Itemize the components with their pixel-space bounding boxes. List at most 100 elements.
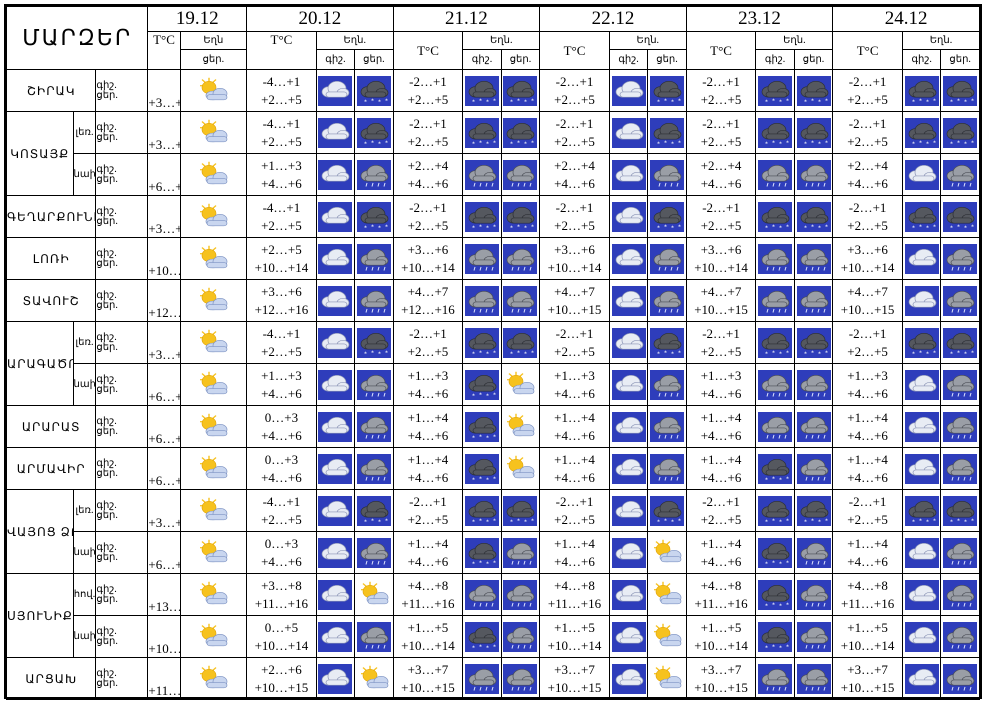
svg-text:*: *: [926, 519, 929, 525]
svg-text:*: *: [510, 225, 513, 231]
rain-cloud-icon: [755, 279, 795, 322]
snow-cloud-icon: * * * *: [647, 111, 687, 154]
cloud-icon: [608, 405, 649, 448]
snow-cloud-icon: * * * *: [793, 69, 834, 112]
day-subheader: ցեր.: [940, 49, 980, 70]
sun-cloud-icon: [179, 489, 248, 532]
day-temp: +12…+16: [254, 301, 309, 317]
cloud-icon: [901, 531, 942, 574]
night-label: գիշ.: [96, 79, 117, 91]
svg-text:*: *: [385, 350, 388, 356]
snow-cloud-icon: * * * *: [755, 111, 795, 154]
day-temp: +4…+6: [847, 175, 888, 191]
night-temp: -2…+1: [848, 199, 887, 215]
day-temp: +2…+5: [261, 217, 302, 233]
svg-text:*: *: [479, 644, 482, 650]
forecast-sheet: ՄԱՐԶԵՐ 19.12 20.12 21.12 22.12 23.12 24.…: [4, 4, 982, 700]
svg-text:*: *: [964, 519, 967, 525]
svg-text:*: *: [671, 141, 674, 147]
snow-cloud-icon: * * * *: [755, 531, 795, 574]
temp-range: -4…+1 +2…+5: [246, 195, 317, 238]
night-temp: +1…+4: [407, 409, 449, 425]
day-temp: +2…+5: [261, 91, 302, 107]
cloud-icon: [315, 615, 356, 658]
day-temp: +2…+5: [554, 91, 595, 107]
rain-cloud-icon: [647, 447, 687, 490]
day-temp: +10…+14: [840, 259, 895, 275]
temp-range: -2…+1 +2…+5: [685, 489, 757, 532]
svg-text:*: *: [517, 224, 520, 230]
svg-text:*: *: [657, 141, 660, 147]
svg-text:*: *: [364, 99, 367, 105]
rain-cloud-icon: [462, 279, 502, 322]
svg-text:*: *: [671, 225, 674, 231]
svg-text:*: *: [933, 224, 936, 230]
svg-text:*: *: [971, 140, 974, 146]
rain-cloud-icon: [940, 531, 980, 574]
temp-range: +3…+7 +10…+15: [539, 657, 610, 700]
day-temp: +11…+16: [547, 595, 602, 611]
day-temp: +2…+5: [847, 133, 888, 149]
svg-text:*: *: [779, 99, 782, 105]
night-temp: +3…+6: [261, 283, 302, 299]
snow-cloud-icon: * * * *: [755, 447, 795, 490]
night-temp: 0…+3: [264, 451, 299, 467]
night-label: գիշ.: [96, 499, 117, 511]
day-temp: +4…+6: [261, 385, 302, 401]
snow-cloud-icon: * * * *: [647, 195, 687, 238]
day-temp: +2…+5: [700, 511, 742, 527]
svg-text:*: *: [385, 518, 388, 524]
rain-cloud-icon: [500, 531, 541, 574]
temp-range: +1…+4 +4…+6: [392, 447, 464, 490]
sun-cloud-icon: [179, 195, 248, 238]
svg-text:*: *: [933, 518, 936, 524]
cloud-icon: [608, 153, 649, 196]
temp-range: +3…+8 +11…+16: [246, 573, 317, 616]
cloud-icon: [315, 657, 356, 700]
snow-cloud-icon: * * * *: [940, 489, 980, 532]
night-temp: +1…+4: [554, 535, 595, 551]
night-temp: +4…+7: [700, 283, 742, 299]
svg-text:*: *: [493, 98, 496, 104]
svg-text:*: *: [779, 645, 782, 651]
svg-text:*: *: [486, 435, 489, 441]
rain-cloud-icon: [793, 447, 834, 490]
temp-range: +1…+4 +4…+6: [685, 447, 757, 490]
temp-range: +1…+3 +4…+6: [246, 363, 317, 406]
night-temp: +3…+8: [261, 577, 302, 593]
day-temp: +11…+16: [401, 595, 455, 611]
region-row: ԳԵՂԱՐՔՈՒՆԻՔգիշ.ցեր.+3…+6-4…+1+2…+5****-2…: [5, 195, 980, 238]
temp-19: +3…+6: [147, 321, 181, 364]
snow-cloud-icon: * * * *: [793, 195, 834, 238]
svg-text:*: *: [664, 98, 667, 104]
day-temp: +4…+6: [407, 553, 449, 569]
svg-text:*: *: [779, 561, 782, 567]
svg-text:*: *: [378, 225, 381, 231]
precip-header: Եղն.: [462, 31, 541, 50]
date-header: 19.12: [147, 6, 248, 32]
day-temp: +4…+6: [554, 469, 595, 485]
svg-text:*: *: [479, 434, 482, 440]
svg-text:*: *: [950, 351, 953, 357]
svg-text:*: *: [510, 351, 513, 357]
regions-title: ՄԱՐԶԵՐ: [5, 6, 149, 70]
svg-text:*: *: [385, 98, 388, 104]
day-label: ցեր.: [96, 509, 118, 521]
day-label: ցեր.: [96, 425, 118, 437]
rain-cloud-icon: [940, 153, 980, 196]
night-subheader: գիշ.: [462, 49, 502, 70]
day-temp: +10…+14: [401, 259, 455, 275]
svg-text:*: *: [933, 350, 936, 356]
rain-cloud-icon: [793, 531, 834, 574]
cloud-icon: [315, 69, 356, 112]
temp-range: -4…+1 +2…+5: [246, 111, 317, 154]
rain-cloud-icon: [647, 279, 687, 322]
day-temp: +2…+5: [847, 511, 888, 527]
night-temp: -2…+1: [555, 199, 594, 215]
temp-range: -2…+1 +2…+5: [832, 489, 903, 532]
temp-range: +3…+6 +10…+14: [539, 237, 610, 280]
cloud-icon: [315, 237, 356, 280]
sun-cloud-icon: [179, 531, 248, 574]
svg-text:*: *: [912, 351, 915, 357]
day-temp: +2…+5: [554, 511, 595, 527]
